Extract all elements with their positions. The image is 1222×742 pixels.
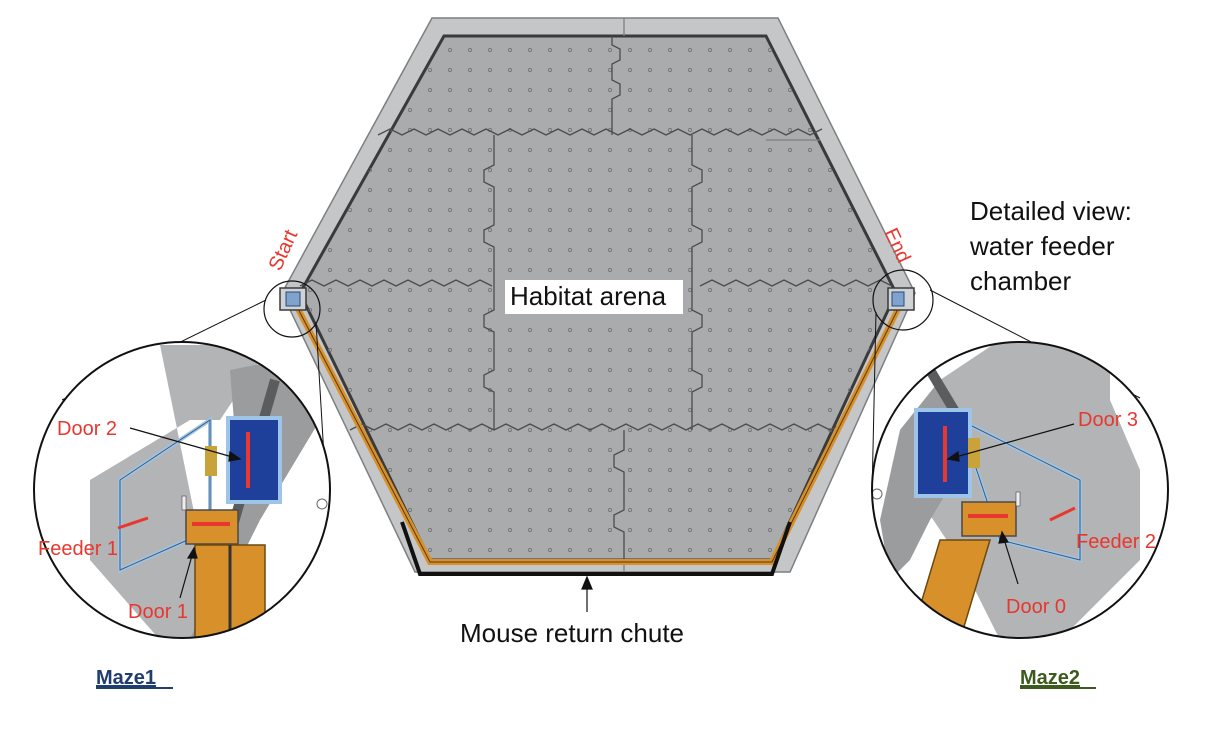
start-zoom-circle: [263, 280, 321, 338]
habitat-label-box: [505, 280, 683, 314]
zoom-line: [871, 311, 877, 496]
habitat-label: Habitat arena: [510, 281, 667, 311]
feeder2-label: Feeder 2: [1076, 531, 1156, 553]
end-zoom-circle: [872, 269, 934, 331]
door2-label: Door 2: [57, 418, 117, 440]
panel-seams: [299, 18, 893, 572]
door3-label: Door 3: [1078, 409, 1138, 431]
door1-label: Door 1: [128, 601, 188, 623]
maze2-label: Maze2: [1020, 667, 1080, 689]
callout-arrows: [129, 423, 1075, 612]
return-chute-edge: [295, 304, 901, 563]
detail-label-line3: chamber: [970, 266, 1071, 296]
detail-view-right: [871, 341, 1169, 639]
chute-bar: [400, 521, 792, 576]
start-chamber: [279, 287, 307, 311]
door0-label: Door 0: [1006, 596, 1066, 618]
feeder1-label: Feeder 1: [38, 538, 118, 560]
maze1-label: Maze1: [96, 667, 156, 689]
detail-label-line2: water feeder: [969, 231, 1115, 261]
detail-view-left: [33, 341, 331, 639]
detail-label-line1: Detailed view:: [970, 196, 1132, 226]
end-chamber: [887, 287, 915, 311]
chute-label: Mouse return chute: [460, 618, 684, 648]
